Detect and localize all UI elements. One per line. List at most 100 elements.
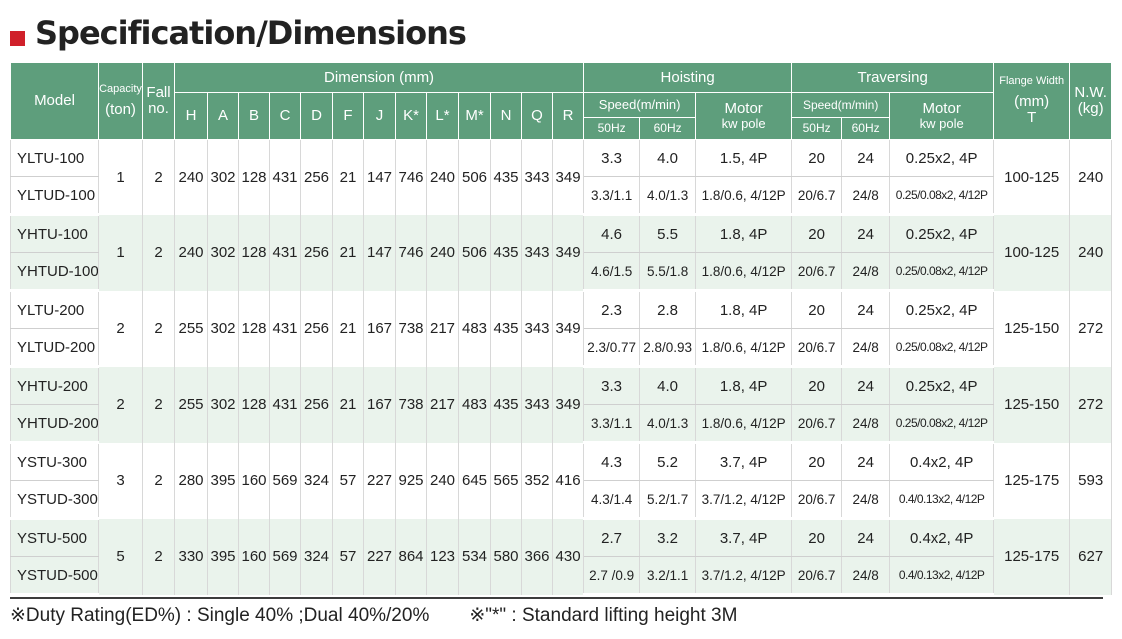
dimension-cell: 746 (395, 214, 427, 291)
hoist-speed-60hz-cell: 4.0 (639, 139, 697, 177)
dimension-cell: 147 (363, 139, 396, 215)
trav-speed-60hz-cell: 24/8 (841, 404, 891, 444)
fall-cell: 2 (142, 139, 175, 215)
trav-speed-60hz-cell: 24/8 (841, 480, 891, 520)
header-hoist-motor-label: Motor (724, 100, 763, 118)
hoist-motor-cell: 1.8/0.6, 4/12P (695, 252, 793, 292)
model-cell: YHTUD-100 (10, 252, 99, 292)
trav-motor-cell: 0.4x2, 4P (889, 442, 995, 481)
trav-speed-60hz-cell: 24 (841, 214, 891, 253)
header-trav-60hz: 60Hz (841, 117, 891, 140)
dimension-cell: 256 (300, 366, 333, 443)
header-flange: Flange Width (mm) T (993, 62, 1071, 140)
dimension-cell: 431 (269, 366, 301, 443)
hoist-motor-cell: 1.8/0.6, 4/12P (695, 176, 793, 216)
model-cell: YSTUD-300 (10, 480, 99, 520)
hoist-speed-50hz-cell: 2.7 (583, 518, 641, 557)
header-dim-f: F (332, 92, 364, 140)
model-cell: YSTU-300 (10, 442, 99, 481)
trav-speed-50hz-cell: 20/6.7 (791, 176, 843, 216)
dimension-cell: 123 (426, 518, 459, 595)
flange-width-cell: 125-150 (993, 290, 1071, 367)
model-cell: YHTUD-200 (10, 404, 99, 444)
dimension-cell: 435 (490, 290, 522, 367)
hoist-speed-50hz-cell: 4.3 (583, 442, 641, 481)
dimension-cell: 330 (174, 518, 208, 595)
hoist-speed-50hz-cell: 3.3/1.1 (583, 404, 641, 444)
header-model: Model (10, 62, 99, 140)
dimension-cell: 147 (363, 214, 396, 291)
dimension-cell: 431 (269, 290, 301, 367)
trav-motor-cell: 0.25/0.08x2, 4/12P (889, 176, 995, 216)
model-cell: YLTU-200 (10, 290, 99, 329)
header-hoist-motor: Motor kw pole (695, 92, 793, 140)
dimension-cell: 569 (269, 518, 301, 595)
trav-speed-60hz-cell: 24/8 (841, 328, 891, 368)
header-flange-unit: (mm) (1014, 93, 1050, 111)
header-dim-b: B (238, 92, 270, 140)
net-weight-cell: 272 (1069, 290, 1113, 367)
dimension-cell: 240 (426, 139, 459, 215)
trav-motor-cell: 0.25x2, 4P (889, 290, 995, 329)
header-trav-motor: Motor kw pole (889, 92, 995, 140)
table-row: YHTUD-100 4.6/1.5 5.5/1.8 1.8/0.6, 4/12P 20/… (10, 252, 1112, 292)
dimension-cell: 746 (395, 139, 427, 215)
dimension-cell: 349 (551, 290, 585, 367)
hoist-speed-60hz-cell: 3.2/1.1 (639, 556, 697, 596)
footer-divider (10, 597, 1103, 599)
dimension-cell: 255 (174, 366, 208, 443)
header-nw: N.W. (kg) (1069, 62, 1113, 140)
dimension-cell: 240 (426, 214, 459, 291)
header-fall-no: no. (148, 100, 169, 117)
dimension-cell: 925 (395, 442, 427, 519)
hoist-speed-60hz-cell: 5.5 (639, 214, 697, 253)
trav-speed-60hz-cell: 24/8 (841, 176, 891, 216)
table-row: YSTU-500 5 2 330 395 160 569 324 57 227 864 123 534 5… (10, 518, 1113, 595)
model-cell: YHTU-200 (10, 366, 99, 405)
trav-speed-50hz-cell: 20 (791, 290, 843, 329)
trav-speed-60hz-cell: 24 (841, 139, 891, 177)
header-trav-kwpole: kw pole (919, 116, 964, 132)
dimension-cell: 21 (332, 366, 364, 443)
footer-duty-rating: ※Duty Rating(ED%) : Single 40% ;Dual 40%… (10, 605, 430, 626)
dimension-cell: 343 (521, 139, 553, 215)
dimension-cell: 506 (458, 214, 491, 291)
header-hoist-kwpole: kw pole (721, 116, 766, 132)
header-dim-h: H (174, 92, 208, 140)
hoist-motor-cell: 3.7/1.2, 4/12P (695, 480, 793, 520)
dimension-cell: 534 (458, 518, 491, 595)
trav-speed-60hz-cell: 24 (841, 366, 891, 405)
flange-width-cell: 100-125 (993, 214, 1071, 291)
header-dim-n: N (490, 92, 522, 140)
dimension-cell: 302 (207, 290, 239, 367)
trav-motor-cell: 0.25x2, 4P (889, 214, 995, 253)
table-row: YHTU-100 1 2 240 302 128 431 256 21 147 746 240 506 4… (10, 214, 1113, 291)
dimension-cell: 160 (238, 442, 270, 519)
net-weight-cell: 593 (1069, 442, 1113, 519)
hoist-motor-cell: 3.7, 4P (695, 518, 793, 557)
header-dim-c: C (269, 92, 301, 140)
header-nw-unit: (kg) (1077, 100, 1104, 117)
footer-standard-height: ※"*" : Standard lifting height 3M (469, 605, 738, 626)
header-dim-l: L* (426, 92, 459, 140)
header-dim-q: Q (521, 92, 553, 140)
dimension-cell: 565 (490, 442, 522, 519)
table-row: YLTU-200 2 2 255 302 128 431 256 21 167 738 217 483 4… (10, 290, 1113, 367)
hoist-motor-cell: 1.8/0.6, 4/12P (695, 328, 793, 368)
trav-speed-50hz-cell: 20/6.7 (791, 480, 843, 520)
table-row: YSTUD-500 2.7 /0.9 3.2/1.1 3.7/1.2, 4/12P 20… (10, 556, 1112, 596)
dimension-cell: 864 (395, 518, 427, 595)
header-dim-d: D (300, 92, 333, 140)
dimension-cell: 240 (174, 214, 208, 291)
dimension-cell: 256 (300, 139, 333, 215)
hoist-speed-50hz-cell: 4.6 (583, 214, 641, 253)
hoist-motor-cell: 1.8/0.6, 4/12P (695, 404, 793, 444)
trav-motor-cell: 0.25x2, 4P (889, 139, 995, 177)
dimension-cell: 349 (551, 139, 585, 215)
trav-speed-50hz-cell: 20/6.7 (791, 252, 843, 292)
dimension-cell: 366 (521, 518, 553, 595)
flange-width-cell: 100-125 (993, 139, 1071, 215)
trav-speed-60hz-cell: 24 (841, 518, 891, 557)
trav-motor-cell: 0.25/0.08x2, 4/12P (889, 252, 995, 292)
hoist-motor-cell: 1.8, 4P (695, 214, 793, 253)
